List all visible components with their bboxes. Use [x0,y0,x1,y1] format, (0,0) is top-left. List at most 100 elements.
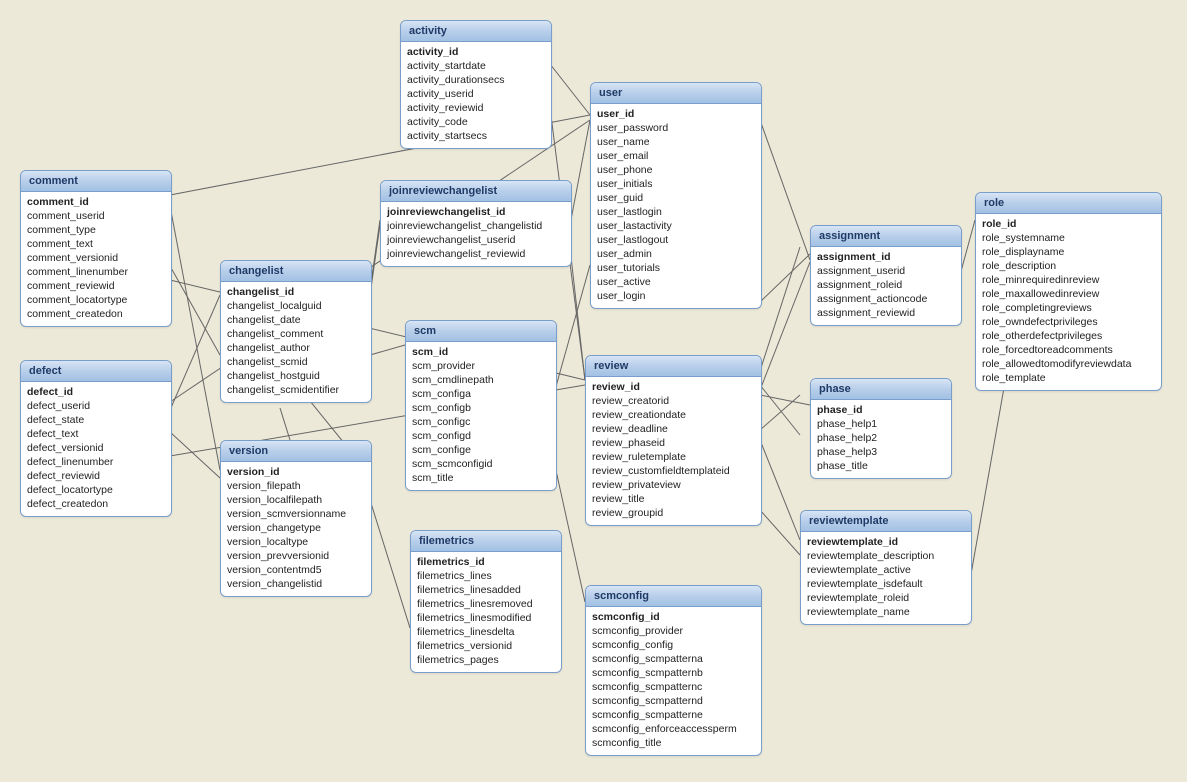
table-activity[interactable]: activityactivity_idactivity_startdateact… [400,20,552,149]
table-title[interactable]: scm [406,321,556,342]
table-title[interactable]: role [976,193,1161,214]
table-title[interactable]: comment [21,171,171,192]
table-assignment[interactable]: assignmentassignment_idassignment_userid… [810,225,962,326]
field: role_minrequiredinreview [982,273,1155,287]
field: scm_provider [412,359,550,373]
field: changelist_scmidentifier [227,383,365,397]
field: filemetrics_lines [417,569,555,583]
field: user_phone [597,163,755,177]
field: comment_createdon [27,307,165,321]
field: role_systemname [982,231,1155,245]
field: scmconfig_scmpatternb [592,666,755,680]
field: activity_durationsecs [407,73,545,87]
field: activity_startdate [407,59,545,73]
table-reviewtemplate[interactable]: reviewtemplatereviewtemplate_idreviewtem… [800,510,972,625]
table-body: joinreviewchangelist_idjoinreviewchangel… [381,202,571,266]
field: role_completingreviews [982,301,1155,315]
table-title[interactable]: defect [21,361,171,382]
field: scmconfig_enforceaccessperm [592,722,755,736]
table-version[interactable]: versionversion_idversion_filepathversion… [220,440,372,597]
field: role_template [982,371,1155,385]
table-role[interactable]: rolerole_idrole_systemnamerole_displayna… [975,192,1162,391]
table-scm[interactable]: scmscm_idscm_providerscm_cmdlinepathscm_… [405,320,557,491]
field: user_lastlogout [597,233,755,247]
field: scm_id [412,345,550,359]
field: comment_text [27,237,165,251]
field: role_maxallowedinreview [982,287,1155,301]
table-body: activity_idactivity_startdateactivity_du… [401,42,551,148]
field: defect_versionid [27,441,165,455]
field: scmconfig_scmpatternc [592,680,755,694]
field: review_groupid [592,506,755,520]
field: version_contentmd5 [227,563,365,577]
field: review_creatorid [592,394,755,408]
field: activity_startsecs [407,129,545,143]
table-body: version_idversion_filepathversion_localf… [221,462,371,596]
table-user[interactable]: user user_iduser_passworduser_nameuser_em… [590,82,762,309]
table-changelist[interactable]: changelistchangelist_idchangelist_localg… [220,260,372,403]
table-title[interactable]: scmconfig [586,586,761,607]
table-title[interactable]: filemetrics [411,531,561,552]
field: reviewtemplate_roleid [807,591,965,605]
field: review_deadline [592,422,755,436]
field: version_localtype [227,535,365,549]
field: assignment_actioncode [817,292,955,306]
field: filemetrics_linesremoved [417,597,555,611]
field: user_guid [597,191,755,205]
table-scmconfig[interactable]: scmconfigscmconfig_idscmconfig_providers… [585,585,762,756]
table-review[interactable]: reviewreview_idreview_creatoridreview_cr… [585,355,762,526]
table-comment[interactable]: commentcomment_idcomment_useridcomment_t… [20,170,172,327]
field: review_title [592,492,755,506]
field: user_login [597,289,755,303]
field: user_name [597,135,755,149]
table-body: changelist_idchangelist_localguidchangel… [221,282,371,402]
field: user_email [597,149,755,163]
table-body: review_idreview_creatoridreview_creation… [586,377,761,525]
field: review_customfieldtemplateid [592,464,755,478]
field: scm_confige [412,443,550,457]
field: defect_id [27,385,165,399]
table-filemetrics[interactable]: filemetricsfilemetrics_idfilemetrics_lin… [410,530,562,673]
table-title[interactable]: user [591,83,761,104]
table-title[interactable]: activity [401,21,551,42]
table-title[interactable]: assignment [811,226,961,247]
field: comment_type [27,223,165,237]
field: review_privateview [592,478,755,492]
table-title[interactable]: review [586,356,761,377]
field: changelist_localguid [227,299,365,313]
field: version_localfilepath [227,493,365,507]
field: changelist_comment [227,327,365,341]
field: filemetrics_versionid [417,639,555,653]
field: scm_configb [412,401,550,415]
field: scmconfig_config [592,638,755,652]
field: assignment_reviewid [817,306,955,320]
field: role_forcedtoreadcomments [982,343,1155,357]
field: user_initials [597,177,755,191]
field: filemetrics_linesmodified [417,611,555,625]
field: version_scmversionname [227,507,365,521]
field: filemetrics_id [417,555,555,569]
field: role_id [982,217,1155,231]
table-body: comment_idcomment_useridcomment_typecomm… [21,192,171,326]
field: review_id [592,380,755,394]
field: reviewtemplate_active [807,563,965,577]
field: defect_text [27,427,165,441]
field: user_id [597,107,755,121]
table-title[interactable]: reviewtemplate [801,511,971,532]
table-defect[interactable]: defectdefect_iddefect_useriddefect_state… [20,360,172,517]
field: joinreviewchangelist_reviewid [387,247,565,261]
field: reviewtemplate_description [807,549,965,563]
table-joinreviewchangelist[interactable]: joinreviewchangelistjoinreviewchangelist… [380,180,572,267]
field: scmconfig_scmpatterne [592,708,755,722]
table-body: scmconfig_idscmconfig_providerscmconfig_… [586,607,761,755]
table-title[interactable]: phase [811,379,951,400]
table-title[interactable]: version [221,441,371,462]
table-title[interactable]: changelist [221,261,371,282]
table-body: filemetrics_idfilemetrics_lines filemetri… [411,552,561,672]
table-phase[interactable]: phasephase_idphase_help1phase_help2phase… [810,378,952,479]
field: user_password [597,121,755,135]
table-body: defect_iddefect_useriddefect_statedefect… [21,382,171,516]
field: assignment_id [817,250,955,264]
table-title[interactable]: joinreviewchangelist [381,181,571,202]
field: scm_scmconfigid [412,457,550,471]
